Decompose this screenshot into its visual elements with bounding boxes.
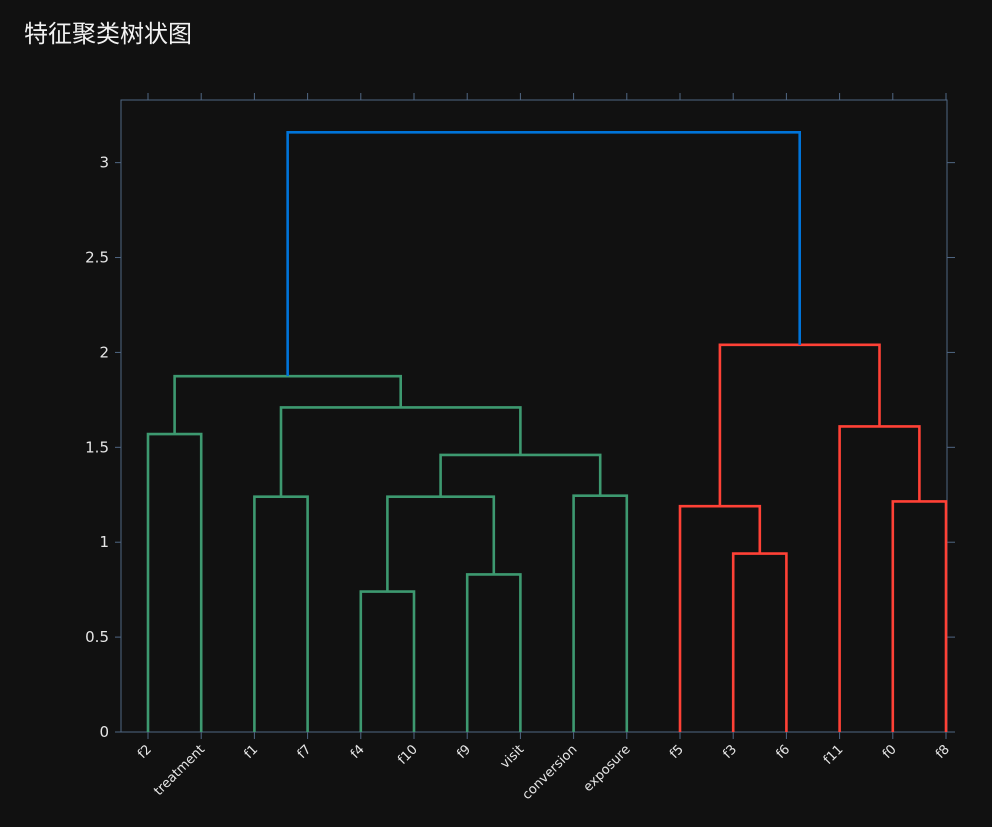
x-tick-label: conversion [520,742,581,803]
x-tick-label: f11 [821,742,847,768]
dendrogram-links [146,130,948,732]
x-tick-label: f0 [880,742,900,762]
y-tick-label: 0.5 [85,628,109,646]
dendrogram-link [439,453,602,497]
dendrogram-link [146,432,203,732]
plot-frame [120,99,948,733]
axis-ticks [115,93,955,739]
dendrogram-link [572,494,629,732]
dendrogram-link [386,495,496,592]
dendrogram-link [465,573,522,732]
dendrogram-link [731,552,788,732]
dendrogram-link [253,495,309,732]
y-tick-label: 2.5 [85,249,109,267]
dendrogram-link [891,500,948,732]
dendrogram-link [286,130,801,377]
dendrogram-link [718,343,881,507]
y-tick-label: 2 [99,343,109,361]
x-tick-label: f9 [454,742,474,762]
dendrogram-link [678,504,762,732]
x-tick-label: exposure [581,742,634,795]
y-tick-label: 1.5 [85,438,109,456]
x-tick-label: f5 [667,742,687,762]
x-tick-label: f3 [720,742,740,762]
x-tick-label: f4 [348,742,368,762]
x-tick-label: f8 [933,742,953,762]
y-tick-label: 0 [99,723,109,741]
x-tick-label: f2 [135,742,155,762]
x-tick-label: visit [498,742,528,772]
dendrogram-link [173,374,402,435]
x-tick-label: f10 [395,742,421,768]
dendrogram-link [359,590,416,732]
x-tick-label: treatment [151,742,208,799]
chart-title: 特征聚类树状图 [24,20,192,48]
x-tick-label: f1 [242,742,262,762]
y-tick-label: 3 [99,154,109,172]
dendrogram-link [838,425,921,732]
dendrogram-link [279,406,522,497]
y-tick-label: 1 [99,533,109,551]
x-tick-label: f7 [295,742,315,762]
x-tick-label: f6 [774,742,794,762]
